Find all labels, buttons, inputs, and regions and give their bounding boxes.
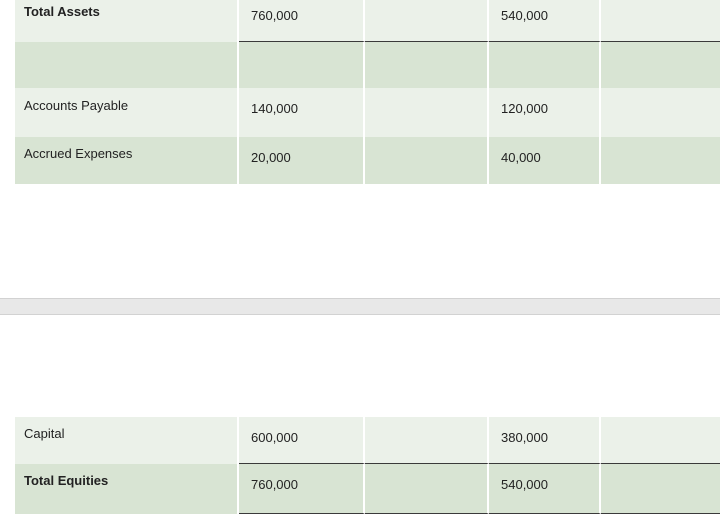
value-cell[interactable]: [365, 417, 489, 464]
value-cell[interactable]: [365, 42, 489, 88]
cell-value: 20,000: [251, 150, 291, 165]
value-cell[interactable]: 380,000: [489, 417, 601, 464]
row-label: Total Equities: [24, 473, 109, 488]
cell-value: 540,000: [501, 477, 548, 492]
row-label-cell[interactable]: Total Assets: [15, 0, 239, 42]
cell-value: 760,000: [251, 8, 298, 23]
value-cell[interactable]: 760,000: [239, 464, 365, 514]
value-cell[interactable]: [365, 88, 489, 137]
cell-value: 120,000: [501, 101, 548, 116]
value-cell[interactable]: 760,000: [239, 0, 365, 42]
value-cell[interactable]: [489, 42, 601, 88]
cell-value: 40,000: [501, 150, 541, 165]
value-cell[interactable]: [601, 137, 720, 184]
table-row-total-equities: Total Equities 760,000 540,000: [15, 464, 720, 514]
row-label-cell[interactable]: Accounts Payable: [15, 88, 239, 137]
value-cell[interactable]: [239, 42, 365, 88]
table-row-total-assets: Total Assets 760,000 540,000: [15, 0, 720, 42]
table-row-accounts-payable: Accounts Payable 140,000 120,000: [15, 88, 720, 137]
cell-value: 760,000: [251, 477, 298, 492]
value-cell[interactable]: [601, 417, 720, 464]
table-row-capital: Capital 600,000 380,000: [15, 417, 720, 464]
row-label-cell[interactable]: Total Equities: [15, 464, 239, 514]
value-cell[interactable]: 140,000: [239, 88, 365, 137]
value-cell[interactable]: [601, 464, 720, 514]
cell-value: 140,000: [251, 101, 298, 116]
value-cell[interactable]: [365, 137, 489, 184]
row-label: Capital: [24, 426, 65, 441]
row-label: Accounts Payable: [24, 98, 129, 113]
value-cell[interactable]: [365, 0, 489, 42]
value-cell[interactable]: 540,000: [489, 0, 601, 42]
cell-value: 380,000: [501, 430, 548, 445]
row-label-cell[interactable]: Accrued Expenses: [15, 137, 239, 184]
cell-value: 540,000: [501, 8, 548, 23]
value-cell[interactable]: 120,000: [489, 88, 601, 137]
table-row-empty: [15, 42, 720, 88]
cell-value: 600,000: [251, 430, 298, 445]
row-label: Accrued Expenses: [24, 146, 133, 161]
row-label-cell[interactable]: [15, 42, 239, 88]
value-cell[interactable]: [601, 42, 720, 88]
row-label-cell[interactable]: Capital: [15, 417, 239, 464]
value-cell[interactable]: 40,000: [489, 137, 601, 184]
value-cell[interactable]: [365, 464, 489, 514]
value-cell[interactable]: [601, 0, 720, 42]
table-row-accrued-expenses: Accrued Expenses 20,000 40,000: [15, 137, 720, 184]
value-cell[interactable]: 20,000: [239, 137, 365, 184]
value-cell[interactable]: 600,000: [239, 417, 365, 464]
value-cell[interactable]: 540,000: [489, 464, 601, 514]
section-separator: [0, 298, 720, 315]
row-label: Total Assets: [24, 4, 100, 19]
value-cell[interactable]: [601, 88, 720, 137]
